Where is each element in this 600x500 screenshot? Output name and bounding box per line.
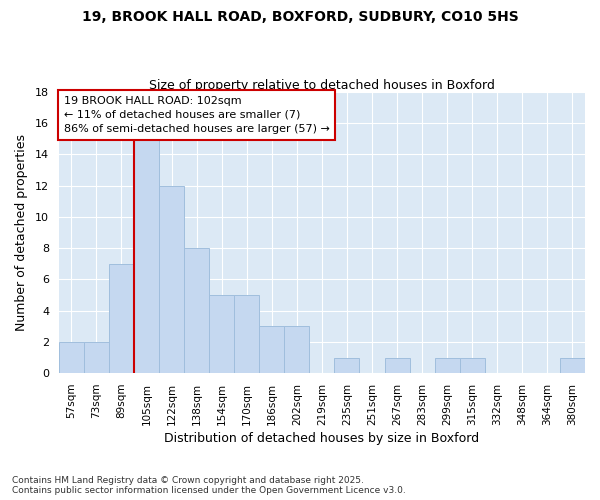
Bar [159, 186, 184, 373]
Bar [385, 358, 410, 373]
Y-axis label: Number of detached properties: Number of detached properties [15, 134, 28, 331]
Title: Size of property relative to detached houses in Boxford: Size of property relative to detached ho… [149, 79, 495, 92]
Bar [184, 248, 209, 373]
Text: 19 BROOK HALL ROAD: 102sqm
← 11% of detached houses are smaller (7)
86% of semi-: 19 BROOK HALL ROAD: 102sqm ← 11% of deta… [64, 96, 330, 134]
Bar [84, 342, 109, 373]
Bar [109, 264, 134, 373]
Bar [259, 326, 284, 373]
X-axis label: Distribution of detached houses by size in Boxford: Distribution of detached houses by size … [164, 432, 479, 445]
Bar [334, 358, 359, 373]
Bar [460, 358, 485, 373]
Text: Contains HM Land Registry data © Crown copyright and database right 2025.
Contai: Contains HM Land Registry data © Crown c… [12, 476, 406, 495]
Bar [234, 295, 259, 373]
Bar [284, 326, 310, 373]
Bar [560, 358, 585, 373]
Bar [209, 295, 234, 373]
Text: 19, BROOK HALL ROAD, BOXFORD, SUDBURY, CO10 5HS: 19, BROOK HALL ROAD, BOXFORD, SUDBURY, C… [82, 10, 518, 24]
Bar [59, 342, 84, 373]
Bar [134, 138, 159, 373]
Bar [434, 358, 460, 373]
